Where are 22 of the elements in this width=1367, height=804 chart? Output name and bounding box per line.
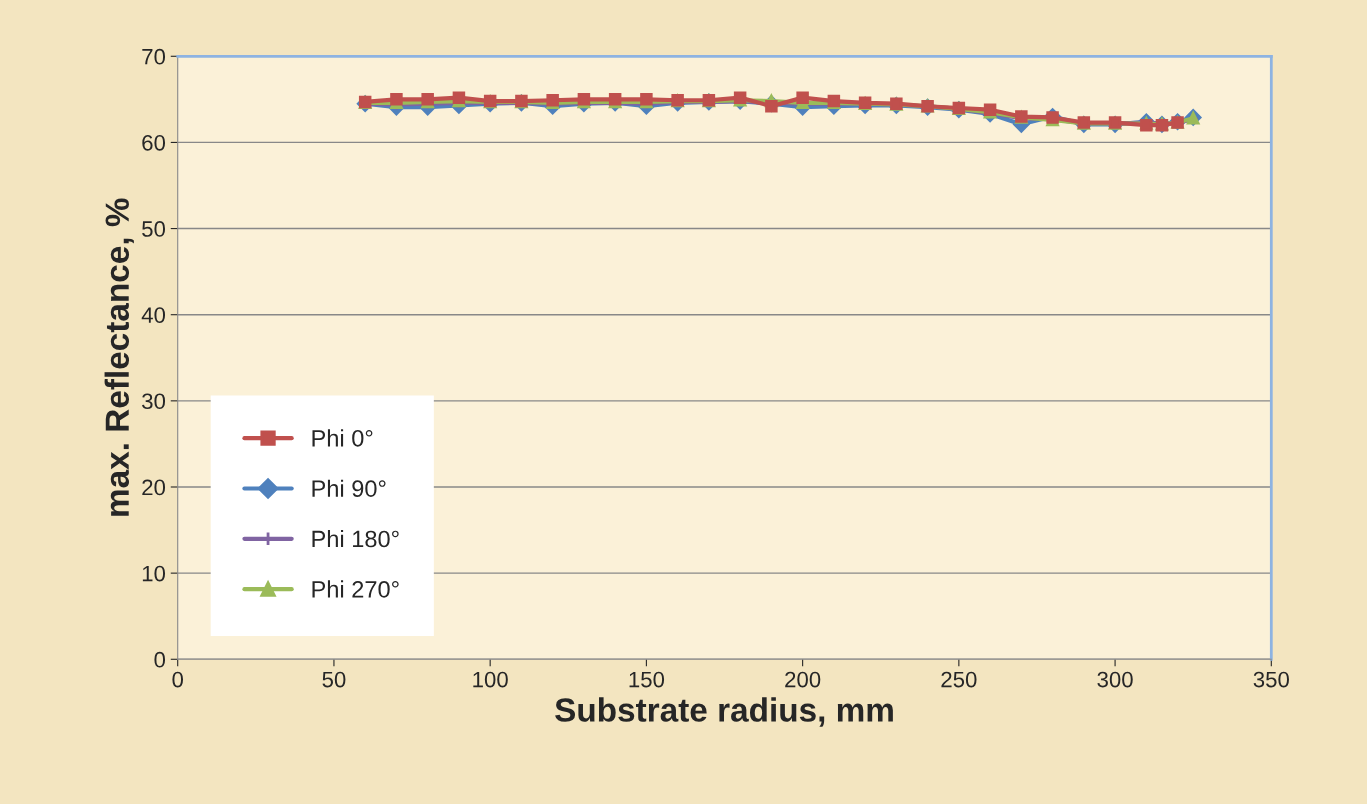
legend-label: Phi 0° (312, 429, 373, 447)
y-tick-label: 70 (142, 48, 166, 65)
y-tick-label: 50 (142, 221, 166, 237)
x-tick-label: 150 (629, 671, 665, 688)
x-tick-label: 200 (785, 671, 821, 688)
y-tick-label: 10 (142, 565, 166, 582)
y-tick-label: 30 (142, 393, 166, 410)
y-tick-label: 40 (141, 307, 166, 323)
x-tick-label: 100 (473, 671, 508, 688)
x-axis-title: Substrate radius, mm (555, 697, 893, 727)
y-tick-label: 60 (142, 134, 166, 151)
x-tick-label: 250 (941, 671, 977, 688)
legend-label: Phi 90° (312, 479, 386, 498)
x-tick-label: 300 (1097, 671, 1133, 688)
legend-label: Phi 180° (312, 530, 399, 548)
x-tick-label: 350 (1253, 671, 1289, 688)
x-tick-label: 50 (322, 671, 346, 688)
legend-label: Phi 270° (312, 580, 399, 598)
x-tick-label: 0 (172, 671, 184, 688)
y-tick-label: 20 (142, 479, 166, 496)
y-axis-title: max. Reflectance, % (104, 198, 134, 516)
y-tick-label: 0 (154, 651, 166, 668)
